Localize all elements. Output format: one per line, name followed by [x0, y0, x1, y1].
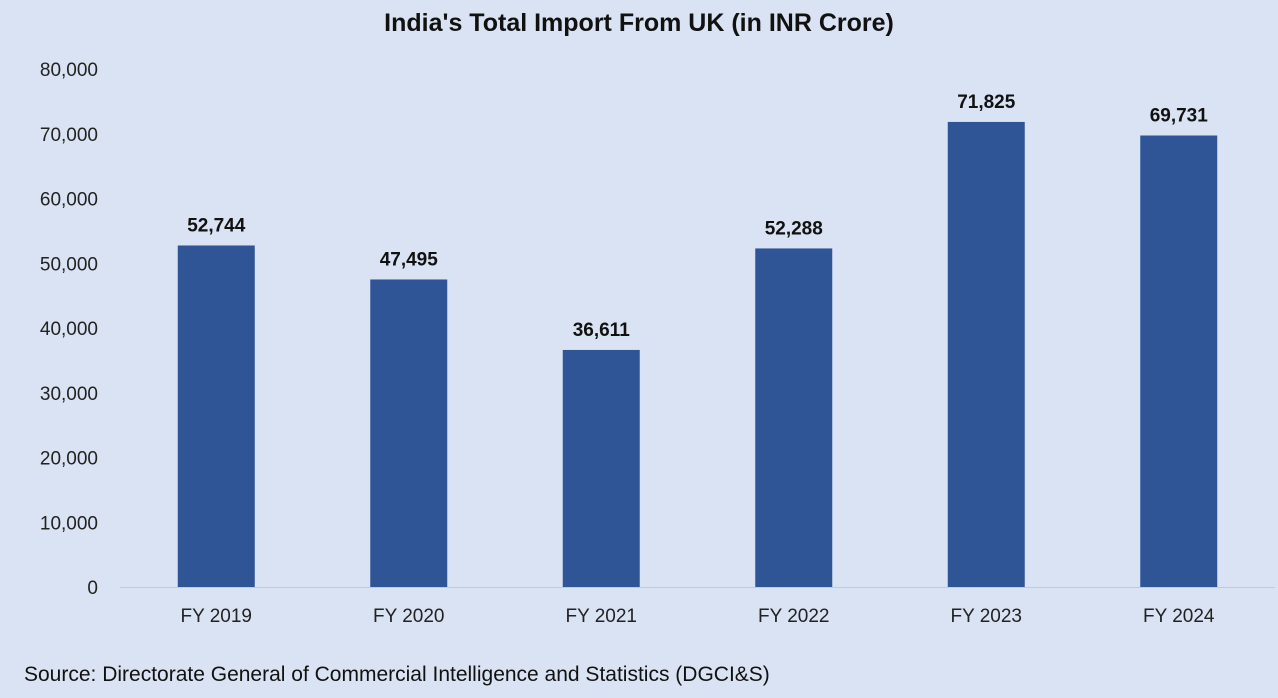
data-label: 52,744 — [187, 215, 246, 236]
bar — [1140, 135, 1218, 588]
y-tick-label: 60,000 — [40, 190, 98, 211]
bar — [562, 349, 640, 587]
y-tick-label: 10,000 — [40, 513, 98, 534]
x-tick-label: FY 2021 — [566, 606, 637, 627]
y-tick-label: 50,000 — [40, 254, 98, 275]
y-tick-label: 0 — [87, 578, 98, 599]
chart-title: India's Total Import From UK (in INR Cro… — [384, 9, 894, 37]
y-tick-label: 30,000 — [40, 384, 98, 405]
y-tick-label: 40,000 — [40, 319, 98, 340]
data-label: 36,611 — [573, 320, 630, 341]
data-label: 69,731 — [1150, 105, 1209, 126]
bar — [755, 248, 833, 588]
data-label: 71,825 — [957, 92, 1016, 113]
y-tick-label: 80,000 — [40, 60, 98, 81]
bar-series: 52,744 47,495 36,611 52,288 71,825 69,731 — [177, 92, 1218, 588]
bar — [947, 121, 1025, 587]
data-label: 52,288 — [765, 218, 823, 239]
x-tick-label: FY 2023 — [951, 606, 1022, 627]
source-note: Source: Directorate General of Commercia… — [24, 663, 770, 686]
x-tick-label: FY 2020 — [373, 606, 444, 627]
x-tick-label: FY 2019 — [181, 606, 252, 627]
y-tick-label: 20,000 — [40, 449, 98, 470]
x-tick-label: FY 2024 — [1143, 606, 1215, 627]
y-tick-label: 70,000 — [40, 125, 98, 146]
x-tick-label: FY 2022 — [758, 606, 829, 627]
x-axis: FY 2019 FY 2020 FY 2021 FY 2022 FY 2023 FY 20… — [120, 587, 1275, 627]
bar — [177, 245, 255, 587]
y-axis: 0 10,000 20,000 30,000 40,000 50,000 60,000 70,… — [40, 60, 98, 599]
data-label: 47,495 — [380, 249, 439, 270]
bar — [370, 279, 448, 587]
